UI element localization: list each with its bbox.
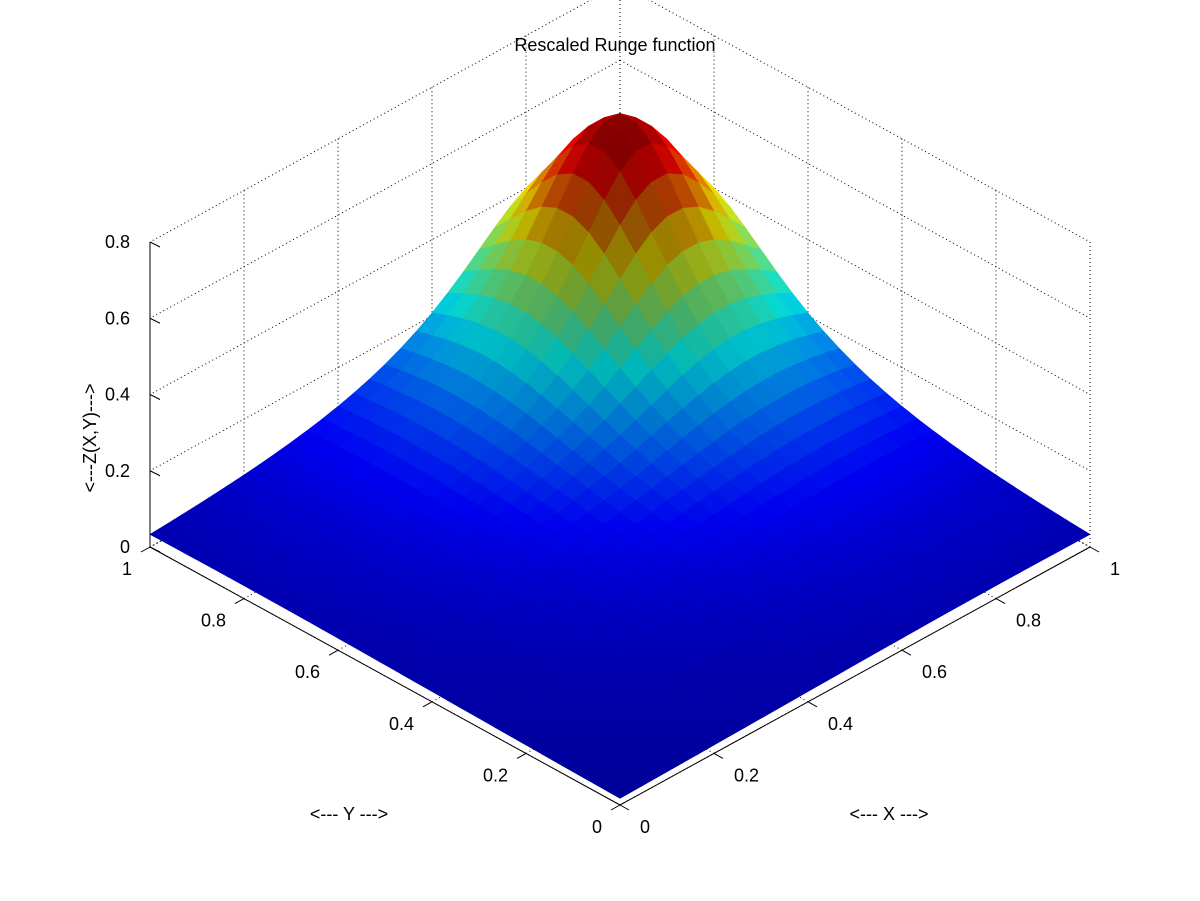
x-tick-mark xyxy=(995,598,1006,605)
y-tick-mark xyxy=(234,598,245,605)
z-tick-mark xyxy=(149,241,161,248)
axes xyxy=(140,241,1100,811)
z-tick-label: 0.2 xyxy=(105,461,130,481)
y-tick-labels: 0 0.2 0.4 0.6 0.8 1 xyxy=(122,559,602,837)
y-axis-label: <--- Y ---> xyxy=(310,804,388,824)
grid-line xyxy=(149,136,621,395)
chart-title: Rescaled Runge function xyxy=(514,35,715,55)
z-tick-mark xyxy=(149,546,161,553)
x-tick-mark xyxy=(901,649,912,656)
x-tick-label: 0.8 xyxy=(1016,611,1041,631)
y-tick-mark xyxy=(140,546,151,553)
grid-line xyxy=(619,136,1091,395)
y-tick-label: 1 xyxy=(122,559,132,579)
y-tick-label: 0.2 xyxy=(483,765,508,785)
grid-line xyxy=(619,59,1091,319)
x-tick-label: 0.4 xyxy=(828,714,853,734)
z-tick-mark xyxy=(149,317,161,324)
z-axis-label: <---Z(X,Y)---> xyxy=(80,384,100,493)
x-axis-line xyxy=(619,546,1091,806)
y-tick-mark xyxy=(422,701,433,708)
grid-line xyxy=(648,0,1091,243)
z-tick-label: 0.6 xyxy=(105,308,130,328)
x-tick-mark xyxy=(1089,546,1100,553)
y-tick-label: 0.6 xyxy=(295,662,320,682)
y-axis-line xyxy=(149,546,621,806)
x-tick-labels: 0 0.2 0.4 0.6 0.8 1 xyxy=(640,559,1120,837)
x-tick-mark xyxy=(807,701,818,708)
y-tick-label: 0 xyxy=(592,817,602,837)
grid-line xyxy=(149,212,621,472)
y-tick-label: 0.4 xyxy=(389,714,414,734)
grid-line xyxy=(149,0,592,243)
y-tick-mark xyxy=(610,804,621,811)
grid-line xyxy=(149,59,621,319)
x-tick-mark xyxy=(713,752,724,759)
z-tick-mark xyxy=(149,470,161,477)
z-tick-labels: 0 0.2 0.4 0.6 0.8 xyxy=(105,232,130,557)
x-tick-label: 1 xyxy=(1110,559,1120,579)
surface-mesh xyxy=(149,113,1091,799)
surface-patch xyxy=(603,780,637,799)
x-tick-mark xyxy=(619,804,630,811)
x-axis-label: <--- X ---> xyxy=(850,804,929,824)
x-tick-label: 0.2 xyxy=(734,765,759,785)
grid-line xyxy=(619,212,1091,472)
z-tick-mark xyxy=(149,394,161,400)
z-tick-label: 0.8 xyxy=(105,232,130,252)
z-tick-label: 0 xyxy=(120,537,130,557)
y-tick-mark xyxy=(516,752,527,759)
x-tick-label: 0 xyxy=(640,817,650,837)
z-tick-label: 0.4 xyxy=(105,385,130,405)
x-tick-label: 0.6 xyxy=(922,662,947,682)
y-tick-mark xyxy=(328,649,339,656)
y-tick-label: 0.8 xyxy=(201,611,226,631)
